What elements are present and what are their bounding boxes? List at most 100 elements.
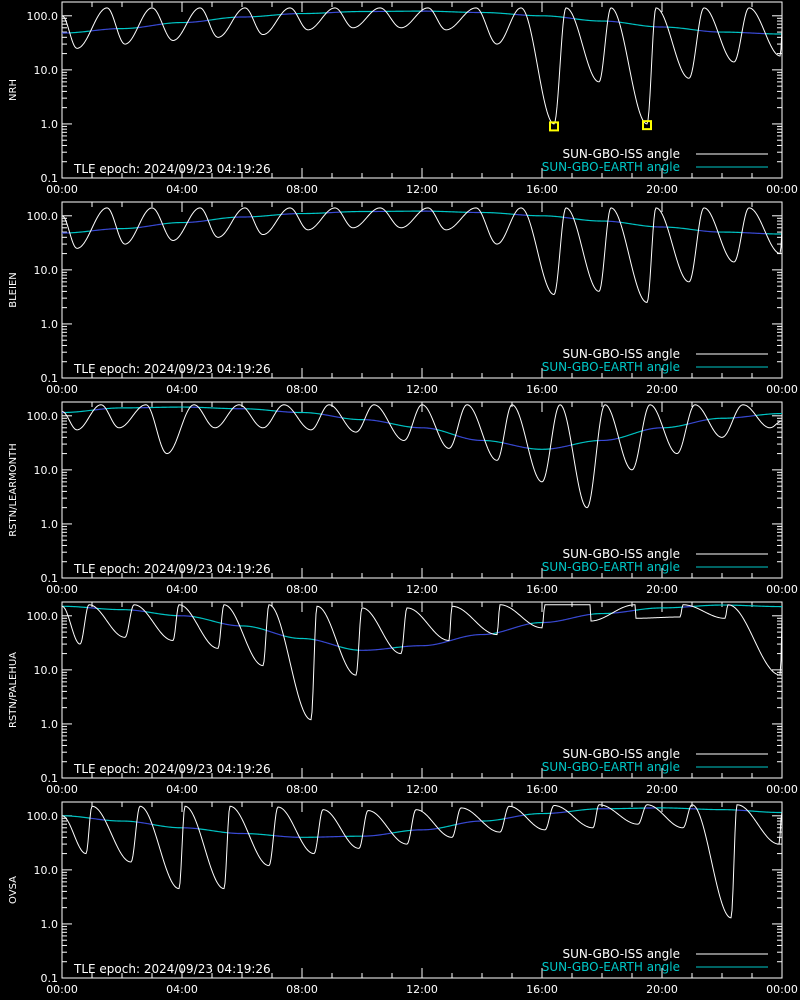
y-axis-label: OVSA	[8, 876, 19, 904]
x-ticks	[61, 202, 783, 378]
x-tick-label: 04:00	[166, 183, 198, 196]
x-tick-label: 16:00	[526, 183, 558, 196]
series-iss-line	[61, 804, 783, 919]
y-tick-label: 1.0	[41, 918, 59, 931]
event-marker	[549, 121, 559, 132]
x-tick-label: 00:00	[766, 983, 798, 996]
x-tick-label: 08:00	[286, 783, 318, 796]
event-marker	[642, 120, 652, 131]
y-axis-label: NRH	[8, 79, 19, 101]
y-tick-label: 10.0	[34, 264, 59, 277]
y-tick-label: 100.0	[27, 610, 59, 623]
x-tick-label: 00:00	[46, 983, 78, 996]
x-tick-label: 20:00	[646, 183, 678, 196]
x-tick-label: 00:00	[766, 383, 798, 396]
y-tick-label: 10.0	[34, 664, 59, 677]
legend-label-earth: SUN-GBO-EARTH angle	[542, 160, 680, 174]
legend-label-earth: SUN-GBO-EARTH angle	[542, 960, 680, 974]
y-tick-label: 0.1	[41, 972, 59, 985]
x-ticks	[61, 602, 783, 778]
x-tick-label: 16:00	[526, 983, 558, 996]
x-tick-label: 04:00	[166, 983, 198, 996]
x-tick-label: 20:00	[646, 583, 678, 596]
x-tick-label: 00:00	[766, 783, 798, 796]
legend-label-earth: SUN-GBO-EARTH angle	[542, 560, 680, 574]
x-ticks	[61, 2, 783, 178]
x-tick-label: 16:00	[526, 583, 558, 596]
y-tick-label: 100.0	[27, 10, 59, 23]
x-tick-label: 00:00	[46, 783, 78, 796]
series-iss-line	[61, 7, 783, 125]
series-iss-line	[61, 604, 783, 721]
x-tick-label: 04:00	[166, 583, 198, 596]
y-axis-label: BLEIEN	[8, 272, 19, 308]
legend-label-iss: SUN-GBO-ISS angle	[563, 147, 680, 161]
y-tick-label: 1.0	[41, 518, 59, 531]
x-tick-label: 16:00	[526, 383, 558, 396]
y-ticks	[62, 415, 782, 579]
series-iss-line	[61, 207, 783, 303]
x-tick-label: 08:00	[286, 983, 318, 996]
y-tick-label: 1.0	[41, 718, 59, 731]
y-tick-label: 0.1	[41, 572, 59, 585]
legend-label-earth: SUN-GBO-EARTH angle	[542, 760, 680, 774]
y-tick-label: 1.0	[41, 318, 59, 331]
epoch-text: TLE epoch: 2024/09/23 04:19:26	[73, 962, 271, 976]
y-tick-label: 0.1	[41, 372, 59, 385]
y-ticks	[62, 15, 782, 179]
x-tick-label: 00:00	[766, 183, 798, 196]
x-tick-label: 16:00	[526, 783, 558, 796]
legend-label-iss: SUN-GBO-ISS angle	[563, 347, 680, 361]
x-tick-label: 08:00	[286, 183, 318, 196]
y-tick-label: 0.1	[41, 172, 59, 185]
y-tick-label: 100.0	[27, 810, 59, 823]
legend-label-iss: SUN-GBO-ISS angle	[563, 747, 680, 761]
x-tick-label: 08:00	[286, 583, 318, 596]
series-earth-line	[61, 604, 783, 651]
epoch-text: TLE epoch: 2024/09/23 04:19:26	[73, 562, 271, 576]
y-tick-label: 100.0	[27, 210, 59, 223]
x-tick-label: 12:00	[406, 183, 438, 196]
series-earth-line	[61, 406, 783, 450]
epoch-text: TLE epoch: 2024/09/23 04:19:26	[73, 362, 271, 376]
x-ticks	[61, 802, 783, 978]
y-axis-label: RSTN/LEARMONTH	[8, 443, 19, 537]
x-tick-label: 00:00	[46, 383, 78, 396]
chart-panel: 0.1 1.0 10.0 100.0 00:00 04:00 08:00 12:00 16:00…	[8, 1, 798, 196]
epoch-text: TLE epoch: 2024/09/23 04:19:26	[73, 762, 271, 776]
x-tick-label: 12:00	[406, 783, 438, 796]
x-tick-label: 04:00	[166, 783, 198, 796]
x-tick-label: 00:00	[766, 583, 798, 596]
x-tick-label: 12:00	[406, 583, 438, 596]
x-tick-label: 08:00	[286, 383, 318, 396]
series-iss-line	[61, 404, 783, 509]
x-tick-label: 00:00	[46, 583, 78, 596]
epoch-text: TLE epoch: 2024/09/23 04:19:26	[73, 162, 271, 176]
series-earth-line	[61, 10, 783, 35]
x-tick-label: 00:00	[46, 183, 78, 196]
y-tick-label: 100.0	[27, 410, 59, 423]
y-tick-label: 0.1	[41, 772, 59, 785]
y-tick-label: 10.0	[34, 864, 59, 877]
chart-panel: 0.1 1.0 10.0 100.0 00:00 04:00 08:00 12:00 16:00…	[8, 401, 798, 596]
series-earth-line	[61, 210, 783, 235]
y-tick-label: 10.0	[34, 464, 59, 477]
x-ticks	[61, 402, 783, 578]
y-axis-label: RSTN/PALEHUA	[8, 652, 19, 728]
chart-panel: 0.1 1.0 10.0 100.0 00:00 04:00 08:00 12:00 16:00…	[8, 601, 798, 796]
x-tick-label: 12:00	[406, 983, 438, 996]
x-tick-label: 20:00	[646, 983, 678, 996]
legend-label-iss: SUN-GBO-ISS angle	[563, 547, 680, 561]
y-tick-label: 1.0	[41, 118, 59, 131]
chart-panel: 0.1 1.0 10.0 100.0 00:00 04:00 08:00 12:00 16:00…	[8, 801, 798, 996]
legend-label-iss: SUN-GBO-ISS angle	[563, 947, 680, 961]
x-tick-label: 20:00	[646, 783, 678, 796]
legend-label-earth: SUN-GBO-EARTH angle	[542, 360, 680, 374]
x-tick-label: 20:00	[646, 383, 678, 396]
x-tick-label: 04:00	[166, 383, 198, 396]
